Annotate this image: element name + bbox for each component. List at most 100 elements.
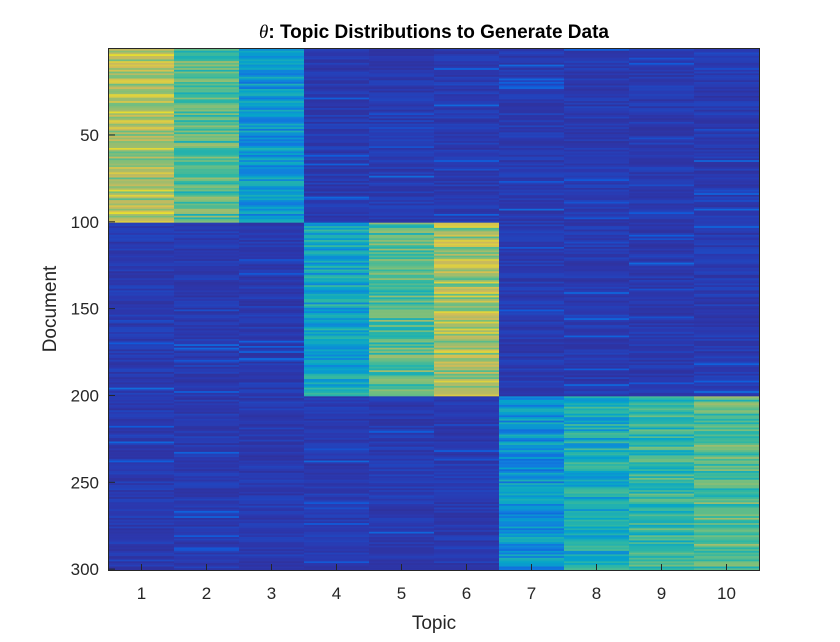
heatmap-cell [694, 205, 760, 208]
heatmap-cell [434, 457, 500, 460]
heatmap-cell [174, 363, 240, 366]
heatmap-cell [694, 208, 760, 212]
heatmap-cell [629, 319, 695, 323]
heatmap-cell [434, 281, 500, 285]
heatmap-cell [694, 472, 760, 476]
heatmap-cell [304, 472, 370, 476]
heatmap-cell [239, 83, 305, 87]
heatmap-cell [174, 222, 240, 226]
heatmap-cell [629, 283, 695, 286]
heatmap-cell [694, 441, 760, 444]
heatmap-cell [499, 255, 565, 258]
heatmap-cell [434, 561, 500, 564]
heatmap-cell [434, 217, 500, 220]
heatmap-cell [629, 174, 695, 177]
heatmap-cell [694, 146, 760, 149]
heatmap-cell [564, 78, 630, 81]
heatmap-cell [239, 438, 305, 441]
heatmap-cell [434, 285, 500, 288]
heatmap-cell [239, 236, 305, 239]
heatmap-cell [434, 444, 500, 448]
heatmap-cell [564, 504, 630, 507]
heatmap-cell [109, 309, 175, 312]
heatmap-cell [694, 410, 760, 413]
heatmap-cell [369, 184, 435, 187]
heatmap-cell [694, 375, 760, 378]
heatmap-cell [369, 333, 435, 337]
heatmap-cell [369, 120, 435, 123]
heatmap-cell [174, 234, 240, 238]
heatmap-cell [499, 542, 565, 545]
heatmap-cell [109, 299, 175, 302]
heatmap-cell [499, 196, 565, 199]
heatmap-cell [369, 75, 435, 78]
heatmap-cell [499, 300, 565, 304]
heatmap-cell [434, 116, 500, 120]
heatmap-cell [629, 363, 695, 366]
heatmap-cell [369, 90, 435, 94]
heatmap-cell [174, 394, 240, 397]
heatmap-cell [239, 101, 305, 104]
heatmap-cell [694, 443, 760, 446]
heatmap-cell [434, 396, 500, 399]
heatmap-cell [369, 271, 435, 274]
heatmap-cell [629, 106, 695, 109]
heatmap-cell [239, 208, 305, 212]
heatmap-cell [304, 326, 370, 330]
heatmap-cell [564, 552, 630, 555]
heatmap-cell [499, 224, 565, 227]
heatmap-cell [434, 210, 500, 213]
heatmap-cell [629, 246, 695, 250]
heatmap-cell [109, 201, 175, 205]
heatmap-cell [499, 366, 565, 370]
heatmap-cell [629, 222, 695, 226]
heatmap-cell [694, 226, 760, 229]
heatmap-cell [564, 491, 630, 495]
heatmap-cell [239, 300, 305, 304]
heatmap-cell [174, 236, 240, 239]
heatmap-cell [239, 137, 305, 140]
heatmap-cell [239, 462, 305, 465]
heatmap-cell [239, 215, 305, 219]
heatmap-cell [239, 314, 305, 318]
heatmap-cell [694, 460, 760, 463]
heatmap-cell [694, 283, 760, 286]
heatmap-cell [694, 106, 760, 109]
heatmap-cell [369, 160, 435, 163]
heatmap-cell [499, 477, 565, 481]
heatmap-cell [304, 54, 370, 57]
heatmap-cell [369, 556, 435, 559]
heatmap-cell [304, 405, 370, 408]
heatmap-cell [434, 191, 500, 194]
heatmap-cell [434, 517, 500, 521]
heatmap-cell [239, 512, 305, 516]
heatmap-cell [434, 528, 500, 531]
heatmap-cell [174, 401, 240, 404]
heatmap-cell [239, 165, 305, 168]
heatmap-cell [109, 293, 175, 297]
heatmap-cell [629, 139, 695, 142]
heatmap-cell [564, 127, 630, 130]
heatmap-cell [434, 307, 500, 311]
heatmap-cell [304, 153, 370, 156]
heatmap-cell [629, 250, 695, 253]
heatmap-cell [564, 460, 630, 463]
heatmap-cell [174, 372, 240, 375]
heatmap-cell [629, 507, 695, 510]
heatmap-cell [564, 118, 630, 121]
heatmap-cell [434, 547, 500, 550]
heatmap-cell [499, 120, 565, 123]
heatmap-cell [694, 382, 760, 385]
heatmap-cell [174, 427, 240, 430]
heatmap-cell [694, 69, 760, 73]
heatmap-cell [109, 469, 175, 472]
heatmap-cell [499, 352, 565, 356]
heatmap-cell [434, 410, 500, 413]
heatmap-cell [629, 104, 695, 107]
heatmap-cell [694, 71, 760, 74]
heatmap-cell [694, 285, 760, 288]
heatmap-cell [434, 231, 500, 234]
heatmap-cell [239, 279, 305, 283]
heatmap-cell [694, 344, 760, 347]
heatmap-cell [239, 180, 305, 184]
